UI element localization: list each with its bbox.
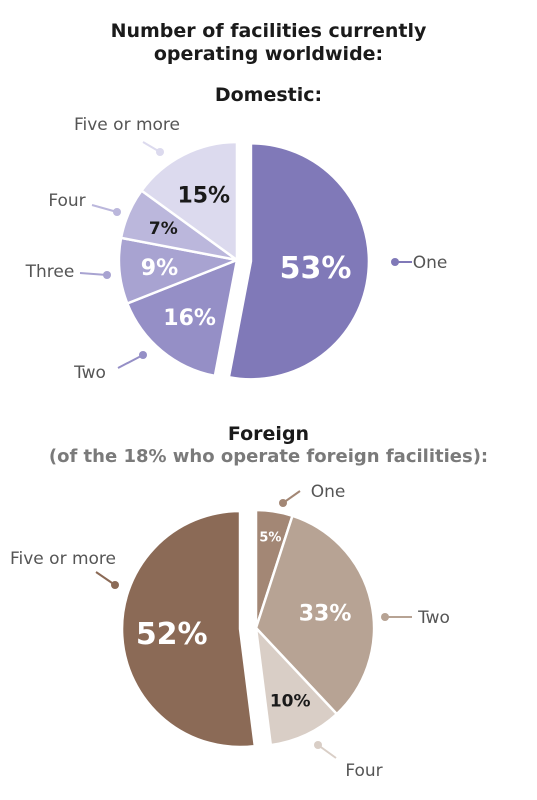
pct-label-one: 53%	[280, 251, 352, 286]
pct-label-one: 5%	[259, 531, 281, 546]
callout-line-five-or-more	[95, 571, 116, 586]
callout-line-one	[282, 490, 301, 504]
main-title-line1: Number of facilities currently	[110, 20, 427, 42]
callout-line-two	[117, 354, 144, 369]
domestic-title: Domestic:	[214, 84, 323, 106]
main-title-line2: operating worldwide:	[153, 43, 384, 65]
pct-label-five-or-more: 15%	[177, 184, 230, 209]
slice-one	[227, 142, 371, 381]
pie-0: 53% One 16% Two 9% Three 7% Four 15% Five or more	[25, 115, 448, 383]
slice-two	[254, 514, 376, 716]
pct-label-two: 33%	[299, 601, 352, 626]
slice-name-five-or-more: Five or more	[10, 549, 116, 569]
slice-name-two: Two	[73, 363, 106, 383]
slice-five-or-more	[139, 140, 239, 263]
pct-label-two: 16%	[163, 306, 216, 331]
pct-label-four: 10%	[270, 692, 311, 712]
slice-four	[254, 624, 339, 747]
foreign-subtitle: (of the 18% who operate foreign faciliti…	[48, 446, 489, 467]
pct-label-four: 7%	[149, 219, 178, 239]
main-title: Number of facilities currently operating…	[0, 20, 537, 66]
slice-five-or-more	[120, 509, 257, 749]
slice-name-four: Four	[345, 761, 382, 781]
slice-name-three: Three	[25, 262, 75, 282]
slice-name-four: Four	[48, 191, 85, 211]
callout-line-three	[79, 272, 108, 276]
slice-two	[125, 258, 239, 378]
slice-name-one: One	[413, 253, 448, 273]
callout-line-four	[317, 744, 337, 759]
slice-name-one: One	[311, 482, 346, 502]
slice-name-five-or-more: Five or more	[74, 115, 180, 135]
slice-name-two: Two	[417, 608, 450, 628]
pie-1: 5% One 33% Two 10% Four 52% Five or more	[10, 482, 450, 781]
foreign-title: Foreign	[227, 423, 310, 445]
callout-line-four	[91, 204, 118, 213]
pct-label-three: 9%	[141, 256, 178, 281]
callout-line-five-or-more	[142, 141, 161, 153]
pct-label-five-or-more: 52%	[136, 617, 208, 652]
